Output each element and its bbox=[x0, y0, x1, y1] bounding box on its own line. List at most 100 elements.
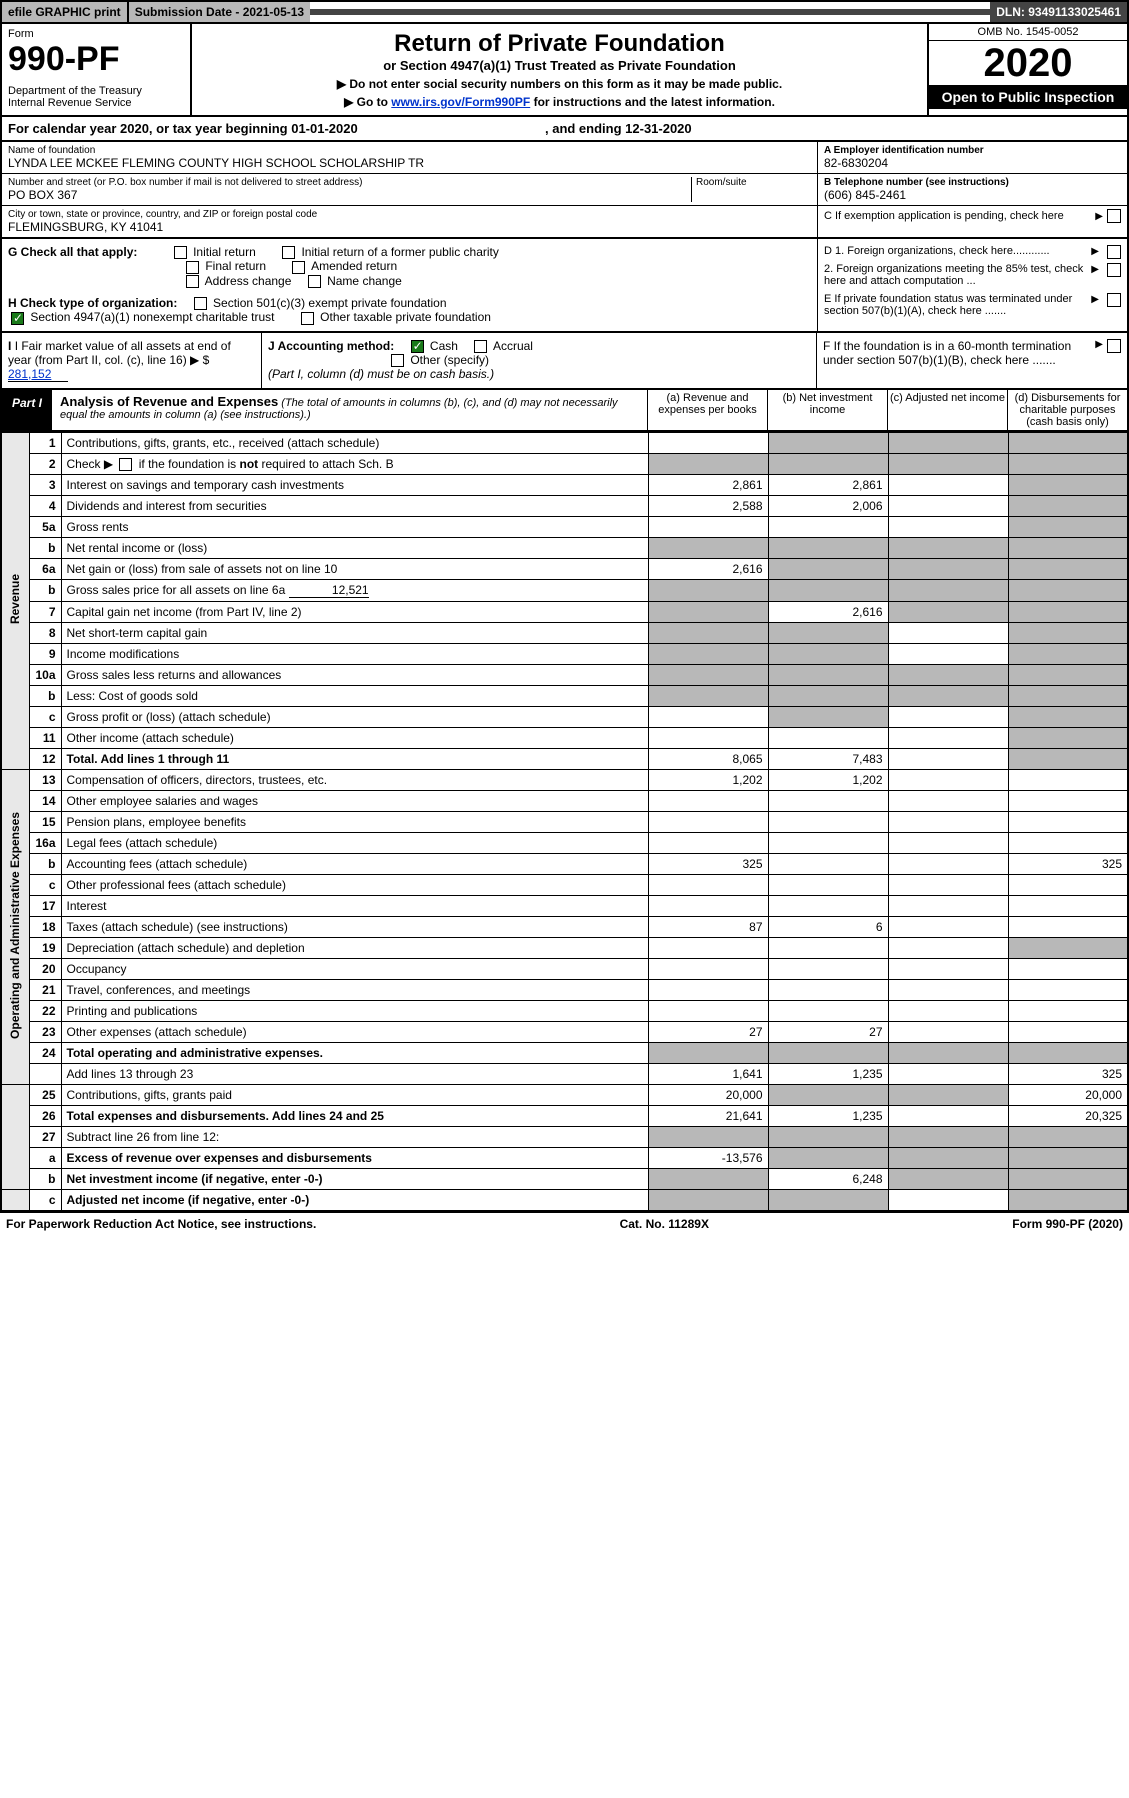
table-row: 19Depreciation (attach schedule) and dep… bbox=[1, 937, 1128, 958]
col-b-hdr: (b) Net investment income bbox=[767, 390, 887, 430]
top-bar: efile GRAPHIC print Submission Date - 20… bbox=[0, 0, 1129, 24]
schb-checkbox[interactable] bbox=[119, 458, 132, 471]
topbar-spacer bbox=[310, 9, 990, 15]
table-row: bAccounting fees (attach schedule)325325 bbox=[1, 853, 1128, 874]
efile-label: efile GRAPHIC print bbox=[2, 2, 127, 22]
j-section: J Accounting method: Cash Accrual Other … bbox=[262, 333, 817, 388]
c-checkbox[interactable] bbox=[1107, 209, 1121, 223]
j-other-checkbox[interactable] bbox=[391, 354, 404, 367]
e-checkbox[interactable] bbox=[1107, 293, 1121, 307]
table-row: cOther professional fees (attach schedul… bbox=[1, 874, 1128, 895]
g-initial-former-checkbox[interactable] bbox=[282, 246, 295, 259]
page-footer: For Paperwork Reduction Act Notice, see … bbox=[0, 1212, 1129, 1235]
col-c-hdr: (c) Adjusted net income bbox=[887, 390, 1007, 430]
g-amended-checkbox[interactable] bbox=[292, 261, 305, 274]
table-row: 15Pension plans, employee benefits bbox=[1, 811, 1128, 832]
footer-right: Form 990-PF (2020) bbox=[1012, 1217, 1123, 1231]
table-row: 22Printing and publications bbox=[1, 1000, 1128, 1021]
f-section: F If the foundation is in a 60-month ter… bbox=[817, 333, 1127, 388]
h-section: H Check type of organization: Section 50… bbox=[8, 296, 811, 325]
header-left: Form 990-PF Department of the Treasury I… bbox=[2, 24, 192, 115]
table-row: bLess: Cost of goods sold bbox=[1, 685, 1128, 706]
table-row: 6aNet gain or (loss) from sale of assets… bbox=[1, 558, 1128, 579]
table-row: aExcess of revenue over expenses and dis… bbox=[1, 1147, 1128, 1168]
expenses-side-label: Operating and Administrative Expenses bbox=[8, 812, 22, 1039]
foundation-name-cell: Name of foundation LYNDA LEE MCKEE FLEMI… bbox=[2, 142, 817, 174]
table-row: 21Travel, conferences, and meetings bbox=[1, 979, 1128, 1000]
table-row: 24Total operating and administrative exp… bbox=[1, 1042, 1128, 1063]
open-inspection: Open to Public Inspection bbox=[929, 85, 1127, 109]
irs-link[interactable]: www.irs.gov/Form990PF bbox=[391, 95, 530, 109]
table-row: Add lines 13 through 231,6411,235325 bbox=[1, 1063, 1128, 1084]
i-section: I I Fair market value of all assets at e… bbox=[2, 333, 262, 388]
h-501c3-checkbox[interactable] bbox=[194, 297, 207, 310]
header-center: Return of Private Foundation or Section … bbox=[192, 24, 927, 115]
dept-label: Department of the Treasury Internal Reve… bbox=[8, 85, 184, 109]
table-row: 9Income modifications bbox=[1, 643, 1128, 664]
table-row: 26Total expenses and disbursements. Add … bbox=[1, 1105, 1128, 1126]
form-number: 990-PF bbox=[8, 40, 184, 79]
fmv-value[interactable]: 281,152 bbox=[8, 367, 68, 382]
identification-block: Name of foundation LYNDA LEE MCKEE FLEMI… bbox=[0, 142, 1129, 239]
table-row: bNet rental income or (loss) bbox=[1, 537, 1128, 558]
submission-date: Submission Date - 2021-05-13 bbox=[127, 2, 310, 22]
table-row: 5aGross rents bbox=[1, 516, 1128, 537]
d1-checkbox[interactable] bbox=[1107, 245, 1121, 259]
g-h-d-row: G Check all that apply: Initial return I… bbox=[0, 239, 1129, 333]
col-d-hdr: (d) Disbursements for charitable purpose… bbox=[1007, 390, 1127, 430]
h-other-checkbox[interactable] bbox=[301, 312, 314, 325]
form-subtitle: or Section 4947(a)(1) Trust Treated as P… bbox=[204, 58, 915, 73]
g-name-checkbox[interactable] bbox=[308, 275, 321, 288]
form-header: Form 990-PF Department of the Treasury I… bbox=[0, 24, 1129, 117]
table-row: cGross profit or (loss) (attach schedule… bbox=[1, 706, 1128, 727]
table-row: bNet investment income (if negative, ent… bbox=[1, 1168, 1128, 1189]
j-cash-checkbox[interactable] bbox=[411, 340, 424, 353]
h-4947-checkbox[interactable] bbox=[11, 312, 24, 325]
table-row: Revenue 1Contributions, gifts, grants, e… bbox=[1, 432, 1128, 453]
phone-cell: B Telephone number (see instructions) (6… bbox=[818, 174, 1127, 206]
table-row: 17Interest bbox=[1, 895, 1128, 916]
form-title: Return of Private Foundation bbox=[204, 30, 915, 58]
form-word: Form bbox=[8, 28, 184, 40]
part1-label: Part I bbox=[2, 390, 52, 430]
table-row: 11Other income (attach schedule) bbox=[1, 727, 1128, 748]
table-row: 27Subtract line 26 from line 12: bbox=[1, 1126, 1128, 1147]
omb-number: OMB No. 1545-0052 bbox=[929, 24, 1127, 41]
table-row: 18Taxes (attach schedule) (see instructi… bbox=[1, 916, 1128, 937]
calendar-year-row: For calendar year 2020, or tax year begi… bbox=[0, 117, 1129, 142]
table-row: 25Contributions, gifts, grants paid20,00… bbox=[1, 1084, 1128, 1105]
col-a-hdr: (a) Revenue and expenses per books bbox=[647, 390, 767, 430]
city-cell: City or town, state or province, country… bbox=[2, 206, 817, 237]
table-row: cAdjusted net income (if negative, enter… bbox=[1, 1189, 1128, 1211]
part1-table: Revenue 1Contributions, gifts, grants, e… bbox=[0, 432, 1129, 1212]
note-ssn: ▶ Do not enter social security numbers o… bbox=[204, 77, 915, 91]
header-right: OMB No. 1545-0052 2020 Open to Public In… bbox=[927, 24, 1127, 115]
d-e-section: D 1. Foreign organizations, check here..… bbox=[817, 239, 1127, 331]
footer-left: For Paperwork Reduction Act Notice, see … bbox=[6, 1217, 316, 1231]
part1-desc: Analysis of Revenue and Expenses (The to… bbox=[52, 390, 647, 430]
revenue-side-label: Revenue bbox=[8, 574, 22, 624]
table-row: 2Check ▶ if the foundation is not requir… bbox=[1, 453, 1128, 474]
table-row: 14Other employee salaries and wages bbox=[1, 790, 1128, 811]
d2-checkbox[interactable] bbox=[1107, 263, 1121, 277]
g-initial-checkbox[interactable] bbox=[174, 246, 187, 259]
tax-year: 2020 bbox=[929, 41, 1127, 85]
part1-header: Part I Analysis of Revenue and Expenses … bbox=[0, 390, 1129, 432]
table-row: 12Total. Add lines 1 through 118,0657,48… bbox=[1, 748, 1128, 769]
note-link: ▶ Go to www.irs.gov/Form990PF for instru… bbox=[204, 95, 915, 109]
f-checkbox[interactable] bbox=[1107, 339, 1121, 353]
table-row: Operating and Administrative Expenses 13… bbox=[1, 769, 1128, 790]
j-accrual-checkbox[interactable] bbox=[474, 340, 487, 353]
g-final-checkbox[interactable] bbox=[186, 261, 199, 274]
g-address-checkbox[interactable] bbox=[186, 275, 199, 288]
table-row: 23Other expenses (attach schedule)2727 bbox=[1, 1021, 1128, 1042]
table-row: 8Net short-term capital gain bbox=[1, 622, 1128, 643]
table-row: 16aLegal fees (attach schedule) bbox=[1, 832, 1128, 853]
table-row: 3Interest on savings and temporary cash … bbox=[1, 474, 1128, 495]
dln-label: DLN: 93491133025461 bbox=[990, 2, 1127, 22]
i-j-f-row: I I Fair market value of all assets at e… bbox=[0, 333, 1129, 390]
footer-mid: Cat. No. 11289X bbox=[620, 1217, 709, 1231]
table-row: 20Occupancy bbox=[1, 958, 1128, 979]
table-row: 7Capital gain net income (from Part IV, … bbox=[1, 601, 1128, 622]
g-section: G Check all that apply: Initial return I… bbox=[8, 245, 811, 288]
